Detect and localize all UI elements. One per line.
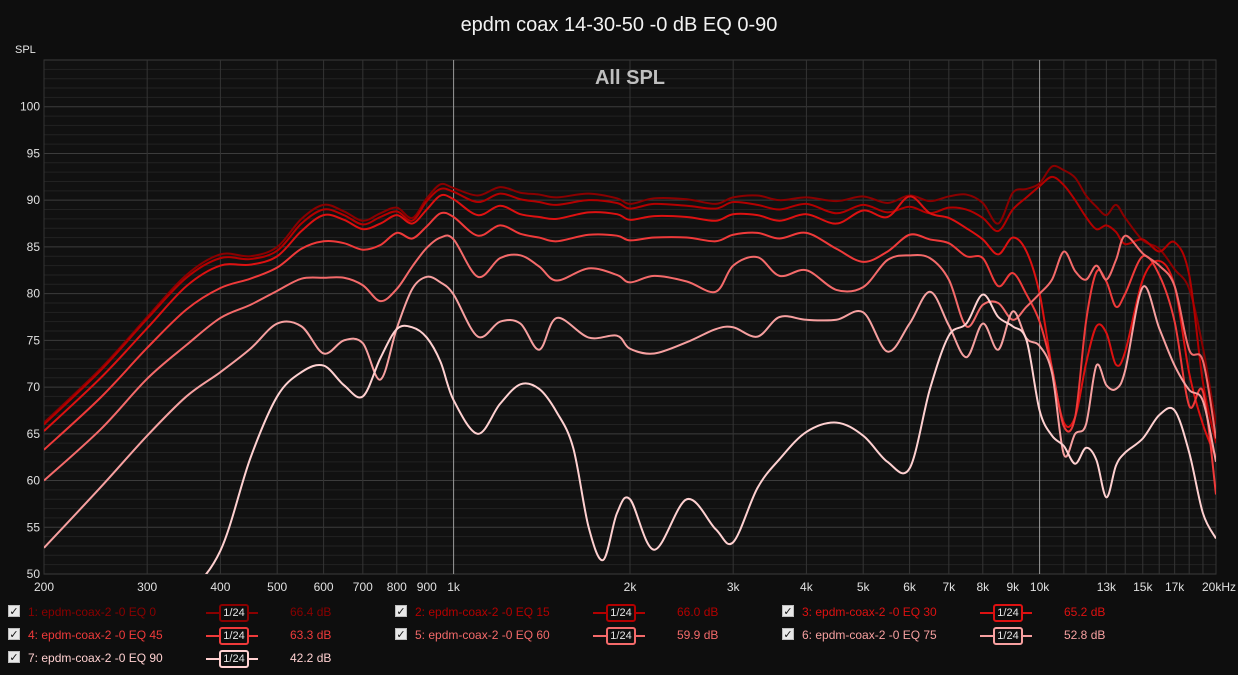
smoothing-indicator[interactable]: 1/24 — [593, 603, 645, 622]
x-tick-label: 3k — [727, 580, 741, 594]
smoothing-indicator[interactable]: 1/24 — [980, 626, 1032, 645]
series-layer — [44, 164, 1216, 574]
legend-value: 63.3 dB — [290, 628, 332, 642]
x-tick-label: 400 — [210, 580, 230, 594]
series-line-2 — [44, 175, 1216, 444]
series-line-4 — [44, 211, 1216, 495]
legend-checkbox[interactable]: ✓ — [395, 605, 407, 618]
x-tick-label: 10k — [1030, 580, 1050, 594]
legend-value: 66.0 dB — [677, 605, 719, 619]
x-tick-label: 900 — [417, 580, 437, 594]
legend-series-name: 6: epdm-coax-2 -0 EQ 75 — [802, 628, 937, 642]
y-tick-label: 95 — [27, 146, 41, 160]
legend-series-name: 5: epdm-coax-2 -0 EQ 60 — [415, 628, 550, 642]
legend-series-name: 2: epdm-coax-2 -0 EQ 15 — [415, 605, 550, 619]
y-tick-label: 60 — [27, 474, 41, 488]
legend-item-2: ✓ 2: epdm-coax-2 -0 EQ 15 1/24 66.0 dB — [395, 602, 765, 622]
legend-item-1: ✓ 1: epdm-coax-2 -0 EQ 0 1/24 66.4 dB — [8, 602, 378, 622]
smoothing-indicator[interactable]: 1/24 — [206, 649, 258, 668]
x-tick-label: 1k — [447, 580, 461, 594]
x-tick-label: 2k — [624, 580, 638, 594]
x-tick-label: 600 — [314, 580, 334, 594]
y-tick-label: 70 — [27, 380, 41, 394]
x-tick-label: 7k — [942, 580, 956, 594]
y-tick-label: 90 — [27, 193, 41, 207]
x-tick-label: 700 — [353, 580, 373, 594]
legend-item-3: ✓ 3: epdm-coax-2 -0 EQ 30 1/24 65.2 dB — [782, 602, 1152, 622]
legend-checkbox[interactable]: ✓ — [8, 651, 20, 664]
x-tick-label: 5k — [857, 580, 871, 594]
smoothing-indicator[interactable]: 1/24 — [593, 626, 645, 645]
plot-inner-title: All SPL — [595, 67, 665, 89]
x-tick-label: 13k — [1097, 580, 1117, 594]
legend-checkbox[interactable]: ✓ — [8, 628, 20, 641]
smoothing-indicator[interactable]: 1/24 — [206, 626, 258, 645]
y-tick-label: 100 — [20, 100, 40, 114]
x-tick-label: 9k — [1006, 580, 1020, 594]
spl-chart: epdm coax 14-30-50 -0 dB EQ 0-90 SPL All… — [15, 14, 1236, 594]
legend-checkbox[interactable]: ✓ — [782, 605, 794, 618]
legend-value: 65.2 dB — [1064, 605, 1106, 619]
smoothing-indicator[interactable]: 1/24 — [206, 603, 258, 622]
series-line-3 — [44, 193, 1216, 458]
x-tick-label: 17k — [1165, 580, 1185, 594]
series-line-7 — [204, 293, 1216, 574]
legend-series-name: 1: epdm-coax-2 -0 EQ 0 — [28, 605, 157, 619]
x-tick-label: 8k — [976, 580, 990, 594]
smoothing-label: 1/24 — [219, 650, 249, 668]
smoothing-indicator[interactable]: 1/24 — [980, 603, 1032, 622]
series-line-6 — [44, 275, 1216, 549]
smoothing-label: 1/24 — [219, 627, 249, 645]
series-line-1 — [44, 164, 1216, 425]
x-tick-label: 4k — [800, 580, 814, 594]
series-line-5 — [44, 234, 1216, 482]
legend-series-name: 4: epdm-coax-2 -0 EQ 45 — [28, 628, 163, 642]
x-tick-label: 20kHz — [1202, 580, 1236, 594]
smoothing-label: 1/24 — [993, 627, 1023, 645]
y-tick-label: 80 — [27, 287, 41, 301]
legend-value: 59.9 dB — [677, 628, 719, 642]
legend: ✓ 1: epdm-coax-2 -0 EQ 0 1/24 66.4 dB ✓ 2: ep… — [0, 600, 1238, 675]
smoothing-label: 1/24 — [606, 604, 636, 622]
y-tick-label: 85 — [27, 240, 41, 254]
legend-item-6: ✓ 6: epdm-coax-2 -0 EQ 75 1/24 52.8 dB — [782, 625, 1152, 645]
y-tick-label: 50 — [27, 567, 41, 581]
legend-checkbox[interactable]: ✓ — [395, 628, 407, 641]
legend-checkbox[interactable]: ✓ — [8, 605, 20, 618]
smoothing-label: 1/24 — [219, 604, 249, 622]
x-tick-label: 300 — [137, 580, 157, 594]
legend-value: 42.2 dB — [290, 651, 332, 665]
x-tick-label: 200 — [34, 580, 54, 594]
legend-series-name: 3: epdm-coax-2 -0 EQ 30 — [802, 605, 937, 619]
legend-series-name: 7: epdm-coax-2 -0 EQ 90 — [28, 651, 163, 665]
legend-item-7: ✓ 7: epdm-coax-2 -0 EQ 90 1/24 42.2 dB — [8, 648, 378, 668]
x-tick-label: 800 — [387, 580, 407, 594]
legend-value: 66.4 dB — [290, 605, 332, 619]
y-tick-label: 65 — [27, 427, 41, 441]
legend-value: 52.8 dB — [1064, 628, 1106, 642]
x-tick-label: 15k — [1133, 580, 1153, 594]
legend-checkbox[interactable]: ✓ — [782, 628, 794, 641]
y-axis-label: SPL — [15, 44, 36, 56]
x-tick-label: 6k — [903, 580, 917, 594]
y-tick-label: 75 — [27, 333, 41, 347]
smoothing-label: 1/24 — [993, 604, 1023, 622]
tick-labels: 50 55 60 65 70 75 80 85 90 95 100 200 300 400 500 600 70… — [20, 100, 1236, 594]
legend-item-5: ✓ 5: epdm-coax-2 -0 EQ 60 1/24 59.9 dB — [395, 625, 765, 645]
smoothing-label: 1/24 — [606, 627, 636, 645]
y-tick-label: 55 — [27, 520, 41, 534]
x-tick-label: 500 — [267, 580, 287, 594]
legend-item-4: ✓ 4: epdm-coax-2 -0 EQ 45 1/24 63.3 dB — [8, 625, 378, 645]
chart-title: epdm coax 14-30-50 -0 dB EQ 0-90 — [461, 14, 778, 36]
